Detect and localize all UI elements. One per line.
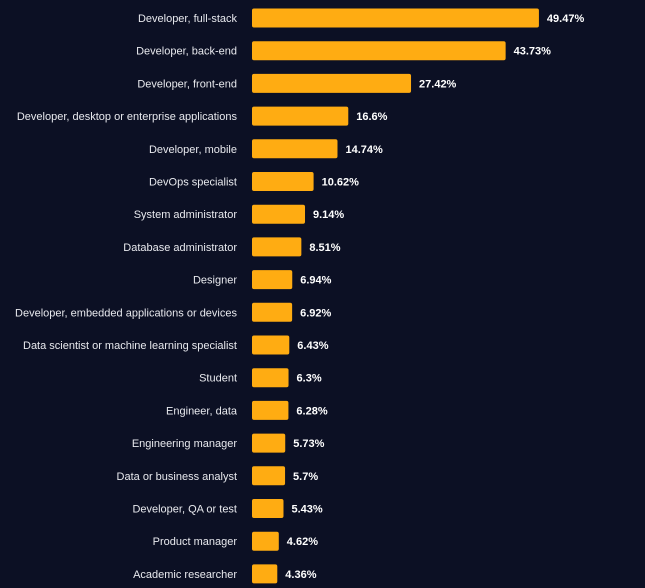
bar [252,139,338,159]
value-label: 6.28% [296,405,327,417]
category-label: Engineer, data [166,405,238,417]
value-label: 16.6% [356,111,387,123]
value-label: 5.7% [293,471,318,483]
value-label: 4.62% [287,536,318,548]
bars-layer: Developer, full-stack 49.47% Developer, ba… [15,8,585,584]
category-label: Developer, back-end [136,46,237,58]
category-label: Data or business analyst [117,471,237,483]
bar [252,433,286,453]
bar-row: Developer, mobile 14.74% [149,139,383,159]
category-label: Designer [193,275,237,287]
value-label: 8.51% [309,242,340,254]
bar-row: Product manager 4.62% [153,531,318,551]
bar [252,270,293,290]
bar-row: Student 6.3% [199,368,322,388]
category-label: DevOps specialist [149,177,237,189]
category-label: Developer, QA or test [132,504,237,516]
value-label: 6.94% [300,275,331,287]
bar [252,8,539,28]
bar [252,302,293,322]
category-label: Student [199,373,237,385]
category-label: Product manager [153,536,238,548]
value-label: 9.14% [313,209,344,221]
bar [252,237,302,257]
category-label: Data scientist or machine learning speci… [23,340,237,352]
category-label: Database administrator [123,242,237,254]
bar [252,335,290,355]
bar-row: Developer, back-end 43.73% [136,41,552,61]
bar [252,106,349,126]
value-label: 10.62% [322,177,360,189]
bar [252,368,289,388]
bar [252,400,289,420]
value-label: 27.42% [419,78,457,90]
category-label: Developer, embedded applications or devi… [15,307,237,319]
bar-row: Designer 6.94% [193,270,332,290]
bar [252,41,506,61]
bar [252,564,278,584]
bar-row: DevOps specialist 10.62% [149,172,359,191]
value-label: 6.92% [300,307,331,319]
bar [252,531,279,551]
bar-row: Developer, embedded applications or devi… [15,302,332,322]
category-label: Developer, front-end [137,78,237,90]
bar-row: Academic researcher 4.36% [133,564,317,584]
bar-row: Developer, full-stack 49.47% [138,8,585,28]
value-label: 43.73% [514,46,552,58]
bar [252,73,412,93]
category-label: Developer, full-stack [138,13,238,25]
category-label: Developer, desktop or enterprise applica… [17,111,238,123]
value-label: 49.47% [547,13,585,25]
bar-row: Database administrator 8.51% [123,237,341,257]
bar [252,466,286,486]
bar-row: Developer, QA or test 5.43% [132,499,323,518]
bar [252,172,314,191]
bar [252,499,284,518]
category-label: Engineering manager [132,438,238,450]
bar-row: Developer, front-end 27.42% [137,73,457,93]
value-label: 4.36% [285,569,316,581]
value-label: 6.43% [297,340,328,352]
category-label: Academic researcher [133,569,237,581]
category-label: Developer, mobile [149,144,237,156]
value-label: 14.74% [345,144,383,156]
value-label: 5.43% [291,504,322,516]
category-label: System administrator [134,209,238,221]
bar-row: Data or business analyst 5.7% [117,466,318,486]
bar-row: Developer, desktop or enterprise applica… [17,106,388,126]
value-label: 5.73% [293,438,324,450]
bar [252,204,306,224]
bar-row: System administrator 9.14% [134,204,344,224]
bar-row: Engineering manager 5.73% [132,433,325,453]
value-label: 6.3% [297,373,322,385]
bar-row: Engineer, data 6.28% [166,400,328,420]
bar-row: Data scientist or machine learning speci… [23,335,329,355]
